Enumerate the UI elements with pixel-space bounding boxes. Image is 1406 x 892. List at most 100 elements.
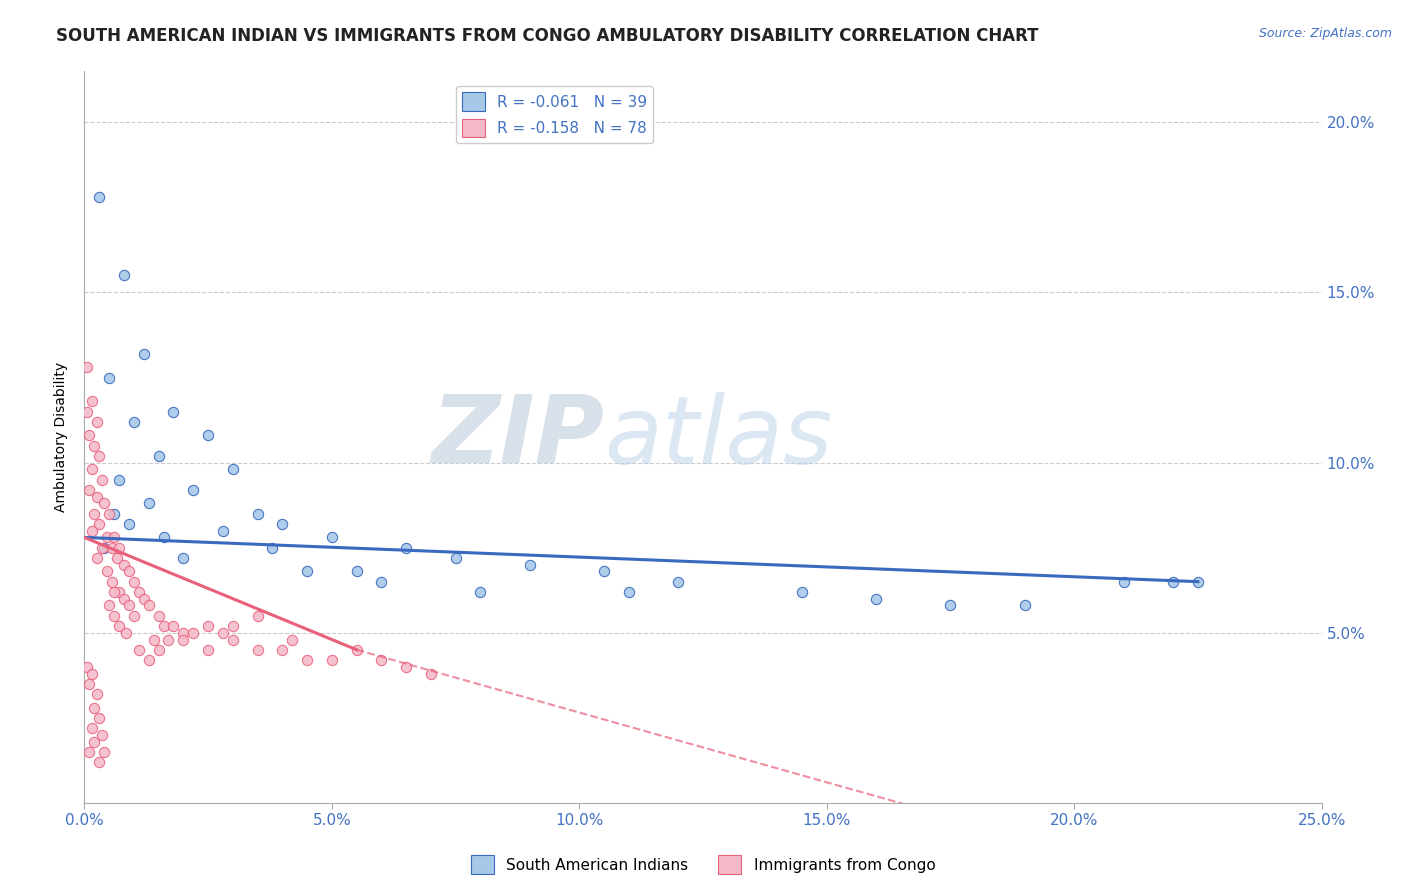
Point (212, 625, 235, 640)
Point (83, 439, 105, 453)
Point (80, 721, 103, 735)
Point (90, 473, 112, 487)
Point (162, 619, 184, 633)
Point (790, 585, 813, 599)
Point (138, 599, 160, 613)
Point (89, 755, 111, 769)
Point (80, 394, 103, 409)
Point (83, 700, 105, 714)
Point (100, 541, 122, 555)
Point (295, 653, 318, 667)
Point (118, 599, 141, 613)
Point (346, 565, 368, 579)
Legend: South American Indians, Immigrants from Congo: South American Indians, Immigrants from … (464, 849, 942, 880)
Point (132, 347, 155, 361)
Text: ZIP: ZIP (432, 391, 605, 483)
Point (939, 599, 962, 613)
Point (108, 619, 131, 633)
Point (90, 541, 112, 555)
Point (83, 507, 105, 521)
Point (346, 642, 368, 657)
Point (103, 531, 125, 545)
Point (122, 574, 145, 589)
Point (103, 608, 125, 623)
Point (89, 711, 111, 725)
Point (271, 516, 294, 531)
Point (519, 558, 541, 572)
Point (118, 565, 141, 579)
Point (93, 496, 115, 510)
Point (148, 642, 170, 657)
Point (79, 677, 101, 691)
Point (152, 531, 174, 545)
Point (89, 190, 111, 204)
Point (1112, 574, 1135, 589)
Point (197, 619, 219, 633)
Point (105, 550, 128, 565)
Point (181, 625, 204, 640)
Point (157, 632, 180, 647)
Point (246, 642, 269, 657)
Point (89, 516, 111, 531)
Point (86, 687, 108, 701)
Point (122, 415, 145, 429)
Point (80, 524, 103, 538)
Point (222, 619, 245, 633)
Y-axis label: Ambulatory Disability: Ambulatory Disability (55, 362, 69, 512)
Point (1161, 574, 1184, 589)
Point (593, 565, 616, 579)
Point (281, 632, 304, 647)
Point (138, 496, 160, 510)
Point (128, 642, 150, 657)
Point (103, 585, 125, 599)
Point (142, 632, 165, 647)
Point (271, 642, 294, 657)
Point (86, 415, 108, 429)
Point (197, 428, 219, 442)
Point (162, 404, 184, 418)
Point (112, 591, 135, 606)
Point (321, 653, 343, 667)
Point (865, 591, 887, 606)
Point (666, 574, 689, 589)
Point (108, 473, 131, 487)
Point (148, 449, 170, 463)
Point (96, 565, 118, 579)
Point (444, 550, 467, 565)
Point (138, 653, 160, 667)
Point (370, 653, 392, 667)
Point (246, 507, 269, 521)
Point (118, 516, 141, 531)
Point (222, 632, 245, 647)
Point (79, 745, 101, 759)
Point (112, 268, 135, 283)
Point (181, 483, 204, 497)
Point (108, 541, 131, 555)
Point (122, 608, 145, 623)
Point (80, 666, 103, 681)
Point (80, 462, 103, 476)
Point (98, 507, 121, 521)
Point (246, 608, 269, 623)
Point (470, 585, 492, 599)
Point (98, 370, 121, 384)
Point (132, 591, 155, 606)
Point (98, 599, 121, 613)
Text: Source: ZipAtlas.com: Source: ZipAtlas.com (1258, 27, 1392, 40)
Point (100, 574, 122, 589)
Point (617, 585, 640, 599)
Point (395, 659, 418, 673)
Point (148, 608, 170, 623)
Point (370, 574, 392, 589)
Point (76, 659, 98, 673)
Point (83, 734, 105, 748)
Point (96, 531, 118, 545)
Point (321, 531, 343, 545)
Point (128, 585, 150, 599)
Point (103, 507, 125, 521)
Point (115, 625, 138, 640)
Point (212, 524, 235, 538)
Point (419, 666, 441, 681)
Point (86, 550, 108, 565)
Point (90, 728, 112, 742)
